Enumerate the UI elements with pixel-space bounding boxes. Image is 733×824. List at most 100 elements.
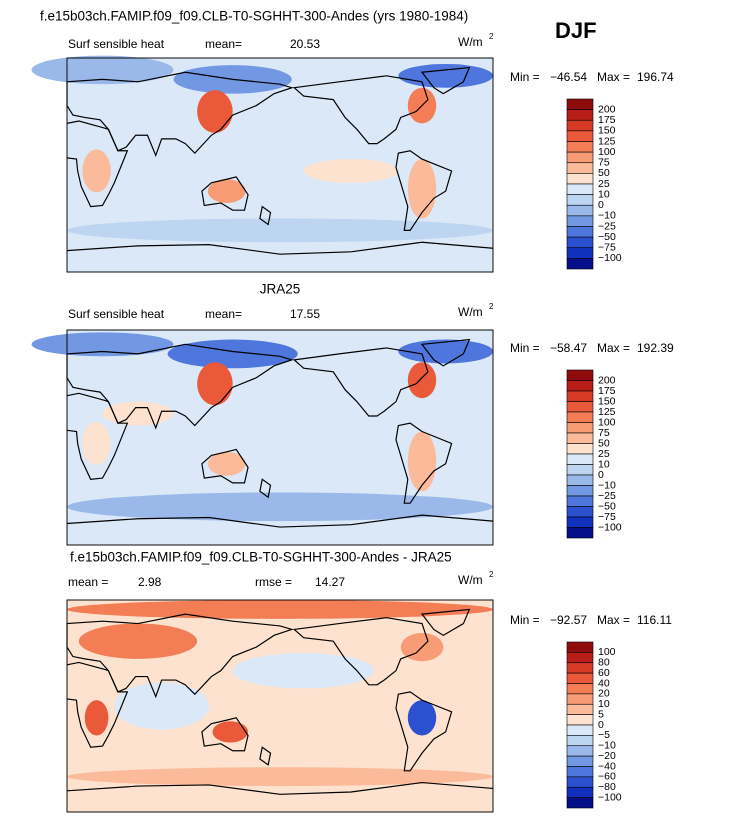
- colorbar-box: [566, 464, 594, 476]
- colorbar-label: −20: [598, 750, 616, 762]
- colorbar-label: 0: [598, 469, 604, 481]
- colorbar-box: [566, 766, 594, 778]
- max-value: 116.11: [637, 613, 672, 627]
- panel-title: JRA25: [260, 282, 301, 297]
- map-frame: [66, 599, 494, 813]
- colorbar-label: 200: [598, 103, 616, 115]
- colorbar-label: 5: [598, 708, 604, 720]
- map-field-region: [102, 401, 174, 426]
- colorbar-label: 100: [598, 146, 616, 158]
- colorbar-box: [566, 411, 594, 423]
- max-label: Max =: [597, 70, 630, 84]
- min-value: −58.47: [550, 341, 587, 355]
- map: [66, 599, 494, 813]
- max-label: Max =: [597, 341, 630, 355]
- max-value: 196.74: [637, 70, 674, 84]
- colorbar-label: −25: [598, 490, 616, 502]
- colorbar-label: 10: [598, 188, 610, 200]
- map-field-region: [84, 700, 109, 736]
- colorbar-box: [566, 151, 594, 164]
- colorbar-label: −50: [598, 500, 616, 512]
- colorbar-box: [566, 652, 594, 664]
- colorbar-box: [566, 755, 594, 767]
- colorbar-label: −5: [598, 729, 610, 741]
- colorbar-label: 20: [598, 688, 610, 700]
- map-field-region: [114, 682, 209, 730]
- colorbar-box: [566, 735, 594, 747]
- map-field-region: [207, 451, 246, 476]
- min-value: −46.54: [550, 70, 587, 84]
- colorbar-box: [566, 432, 594, 444]
- colorbar-box: [566, 390, 594, 402]
- mean-value: 17.55: [290, 307, 320, 321]
- colorbar-box: [566, 258, 594, 270]
- units: W/m: [458, 35, 483, 49]
- map-field-region: [67, 767, 494, 787]
- colorbar-box: [566, 641, 594, 653]
- colorbar-label: 125: [598, 135, 616, 147]
- colorbar-box: [566, 194, 594, 206]
- colorbar-box: [566, 714, 594, 726]
- map-field-region: [197, 362, 233, 406]
- colorbar-label: −100: [598, 252, 622, 264]
- colorbar-label: 0: [598, 719, 604, 731]
- map-field-region: [303, 159, 399, 183]
- colorbar-label: −60: [598, 771, 616, 783]
- map-field-region: [82, 421, 111, 465]
- units: W/m: [458, 305, 483, 319]
- colorbar-label: 40: [598, 677, 610, 689]
- colorbar-box: [566, 443, 594, 455]
- colorbar-label: 200: [598, 374, 616, 386]
- map-field-region: [232, 653, 375, 689]
- colorbar-label: −40: [598, 760, 616, 772]
- colorbar-label: −10: [598, 740, 616, 752]
- field-name: Surf sensible heat: [68, 37, 165, 51]
- colorbar-label: −75: [598, 511, 616, 523]
- colorbar-box: [566, 516, 594, 528]
- map-frame: [66, 57, 494, 273]
- colorbar-label: 75: [598, 427, 610, 439]
- colorbar-label: −25: [598, 220, 616, 232]
- panel-title: f.e15b03ch.FAMIP.f09_f09.CLB-T0-SGHHT-30…: [40, 9, 468, 24]
- colorbar-label: 150: [598, 395, 616, 407]
- colorbar-label: 75: [598, 157, 610, 169]
- map-field-region: [398, 63, 494, 88]
- colorbar-box: [566, 703, 594, 715]
- colorbar-label: 10: [598, 458, 610, 470]
- colorbar-label: −10: [598, 479, 616, 491]
- colorbar-box: [566, 183, 594, 195]
- min-label: Min =: [510, 341, 540, 355]
- map-field-region: [398, 339, 494, 364]
- max-label: Max =: [597, 613, 630, 627]
- panel-title: f.e15b03ch.FAMIP.f09_f09.CLB-T0-SGHHT-30…: [70, 550, 452, 565]
- rmse-label: rmse =: [255, 575, 292, 589]
- map-field-region: [407, 159, 437, 219]
- map-field-region: [78, 623, 198, 659]
- colorbar-box: [566, 162, 594, 174]
- colorbar-box: [566, 506, 594, 518]
- rmse-value: 14.27: [315, 575, 345, 589]
- colorbar-box: [566, 662, 594, 674]
- colorbar-box: [566, 401, 594, 413]
- units: W/m: [458, 573, 483, 587]
- colorbar-label: 100: [598, 416, 616, 428]
- min-value: −92.57: [550, 613, 587, 627]
- map: [31, 55, 494, 273]
- colorbar-box: [566, 98, 594, 110]
- map: [31, 329, 494, 546]
- colorbar-box: [566, 672, 594, 684]
- colorbar-label: −50: [598, 231, 616, 243]
- mean-value: 20.53: [290, 37, 320, 51]
- mean-label: mean=: [205, 307, 242, 321]
- colorbar-box: [566, 797, 594, 809]
- map-field-region: [67, 600, 494, 619]
- colorbar-box: [566, 495, 594, 507]
- colorbar-box: [566, 369, 594, 381]
- colorbar-box: [566, 786, 594, 798]
- map-field-region: [197, 90, 233, 133]
- colorbar-box: [566, 204, 594, 217]
- colorbar-box: [566, 226, 594, 238]
- colorbar-label: 175: [598, 385, 616, 397]
- min-label: Min =: [510, 70, 540, 84]
- colorbar-label: 175: [598, 114, 616, 126]
